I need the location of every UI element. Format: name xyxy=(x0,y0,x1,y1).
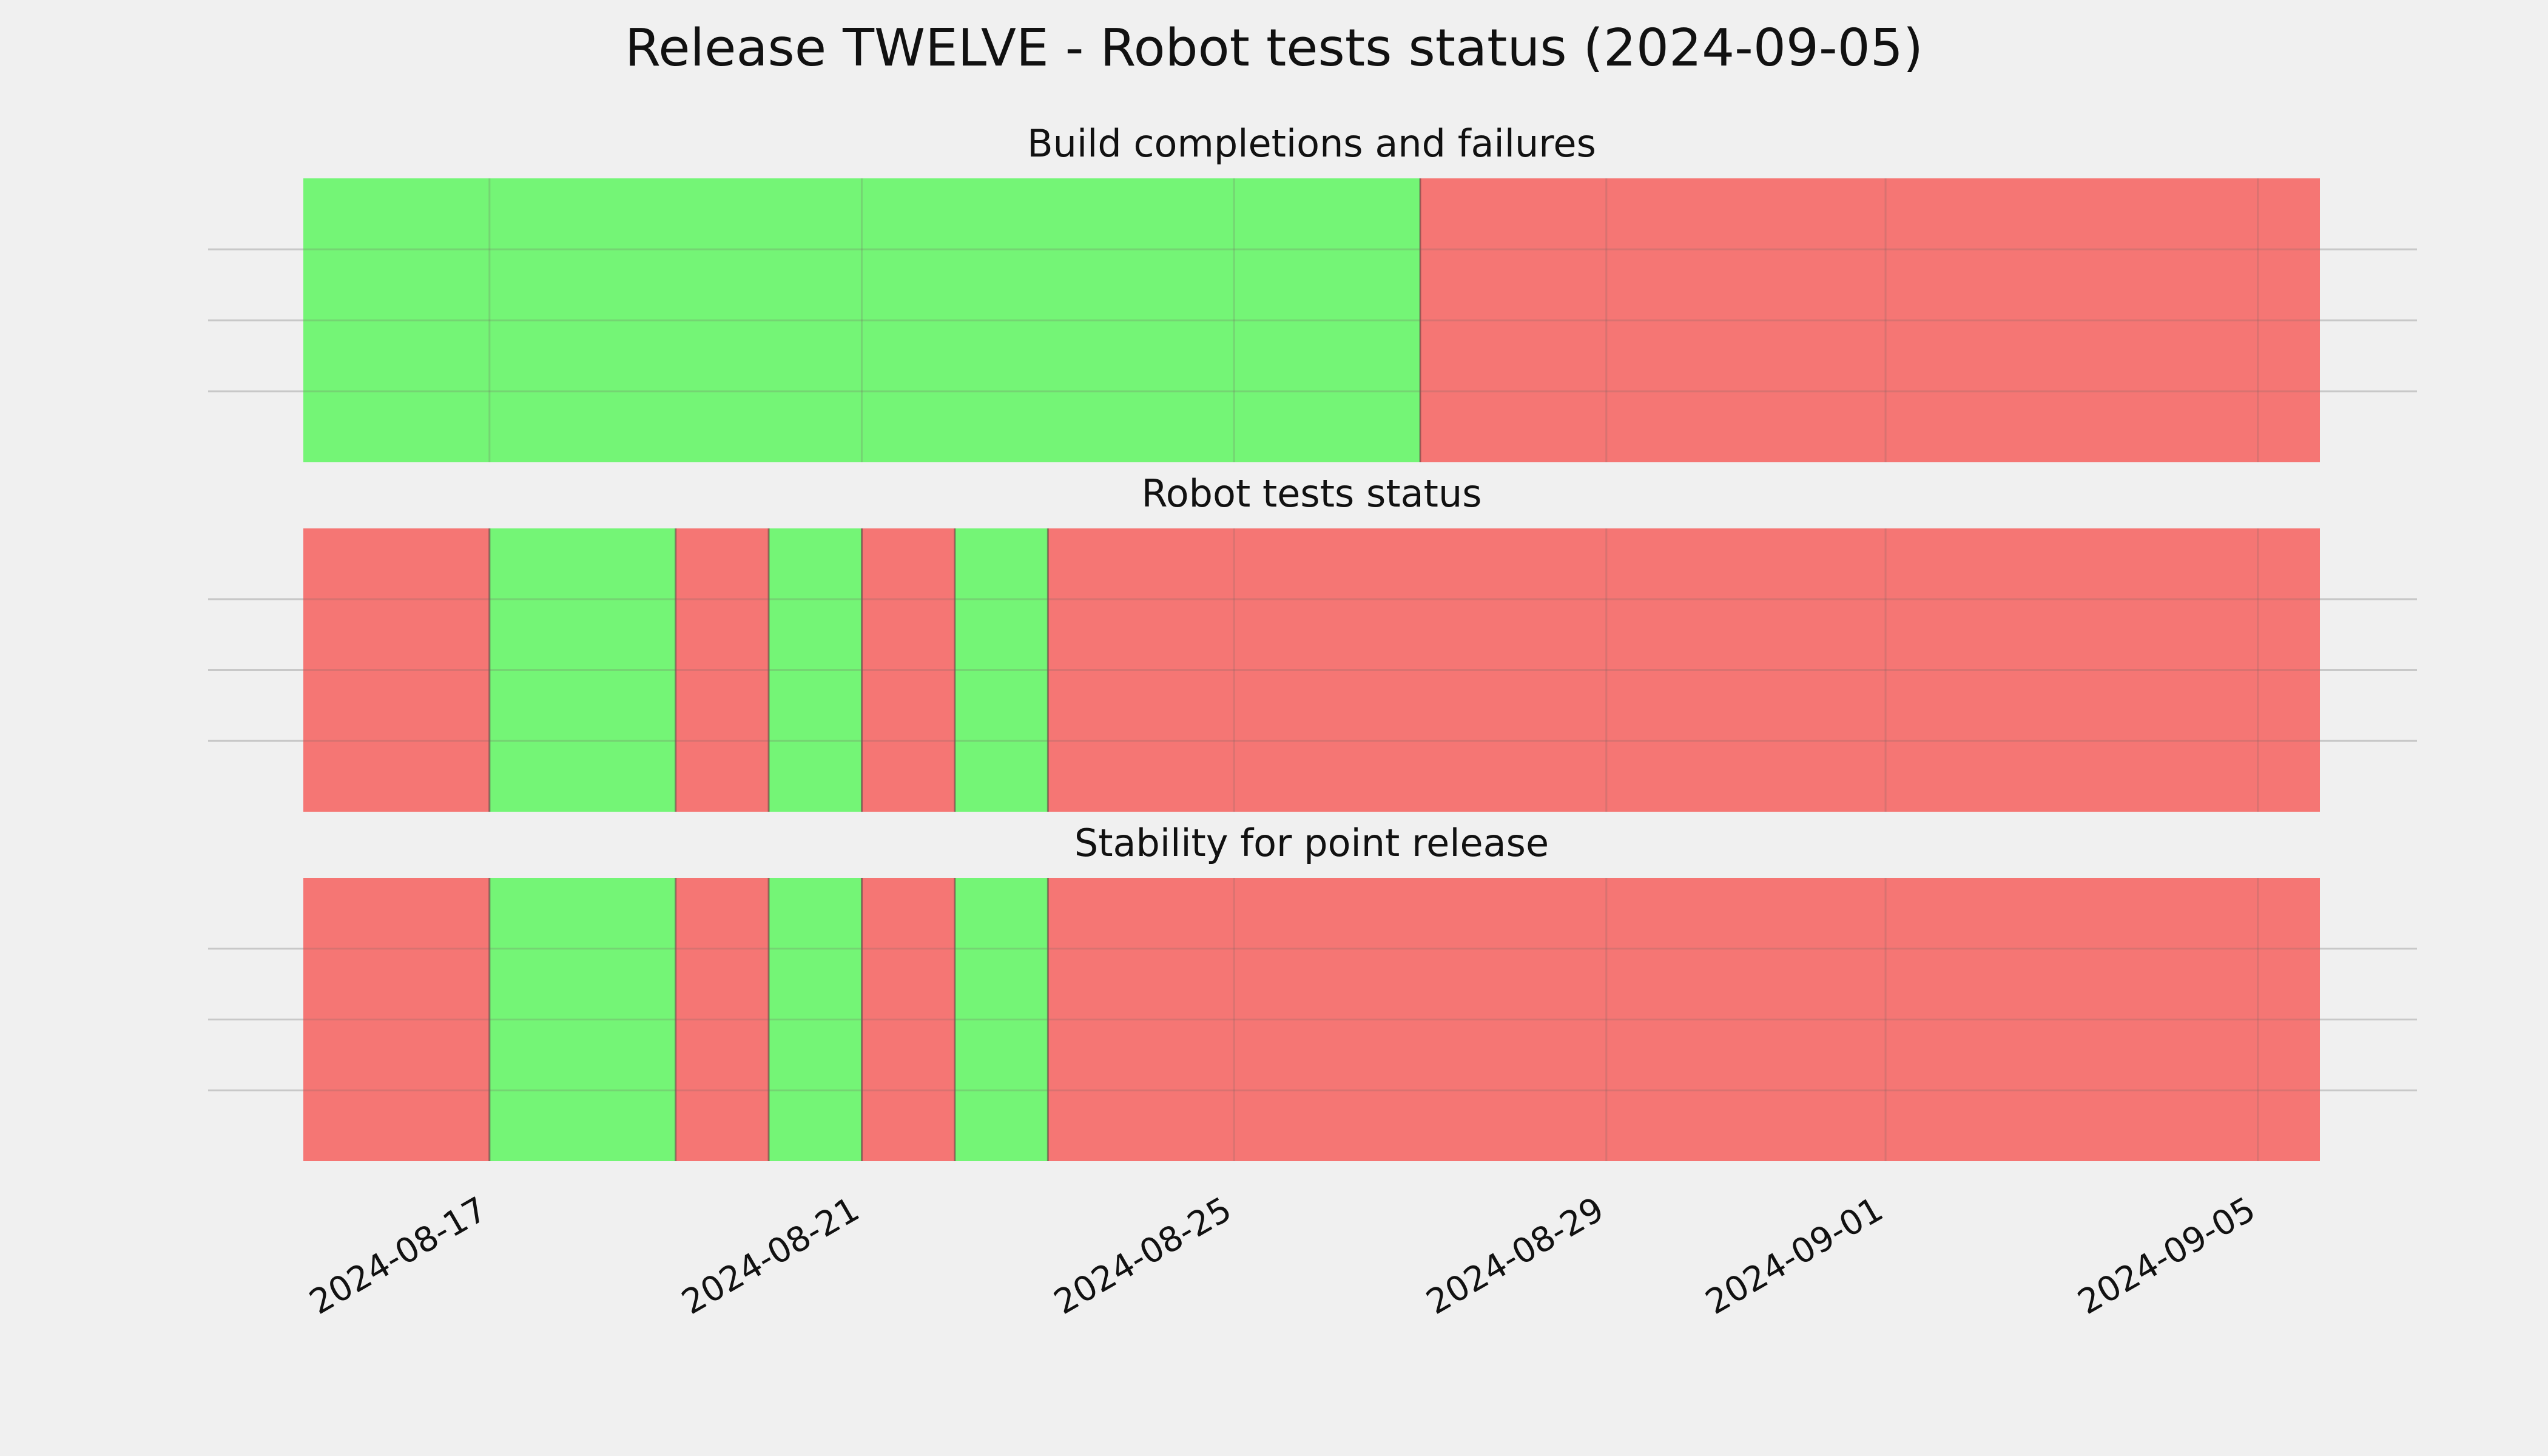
x-axis: 2024-08-17 2024-08-21 2024-08-25 2024-08-29… xyxy=(303,1190,2262,1323)
status-segment-fail xyxy=(1420,178,2320,462)
status-segment-fail xyxy=(1048,528,2320,812)
status-segment-pass xyxy=(769,528,862,812)
x-tick-label: 2024-08-17 xyxy=(303,1190,493,1323)
status-segment-fail xyxy=(1048,878,2320,1161)
status-segment-fail xyxy=(861,528,955,812)
status-segment-pass xyxy=(769,878,862,1161)
status-segment-fail xyxy=(303,878,490,1161)
status-segment-pass xyxy=(489,528,676,812)
status-segment-pass xyxy=(489,878,676,1161)
x-tick-label: 2024-08-21 xyxy=(675,1190,866,1323)
x-tick-label: 2024-09-01 xyxy=(1699,1190,1890,1323)
status-segment-fail xyxy=(861,878,955,1161)
panel-title: Robot tests status xyxy=(1141,471,1481,516)
panel-2: Robot tests status xyxy=(208,471,2417,812)
panel-title: Build completions and failures xyxy=(1027,121,1596,166)
panel-title: Stability for point release xyxy=(1074,821,1549,865)
x-tick-label: 2024-09-05 xyxy=(2071,1190,2262,1323)
panel-1: Build completions and failures xyxy=(208,121,2417,462)
status-segment-pass xyxy=(303,178,1420,462)
status-segment-pass xyxy=(954,878,1048,1161)
status-segment-pass xyxy=(954,528,1048,812)
chart-title: Release TWELVE - Robot tests status (202… xyxy=(625,18,1923,78)
status-segment-fail xyxy=(675,528,769,812)
x-tick-label: 2024-08-29 xyxy=(1420,1190,1610,1323)
panel-3: Stability for point release xyxy=(208,821,2417,1161)
status-segment-fail xyxy=(303,528,490,812)
x-tick-label: 2024-08-25 xyxy=(1048,1190,1238,1323)
status-segment-fail xyxy=(675,878,769,1161)
